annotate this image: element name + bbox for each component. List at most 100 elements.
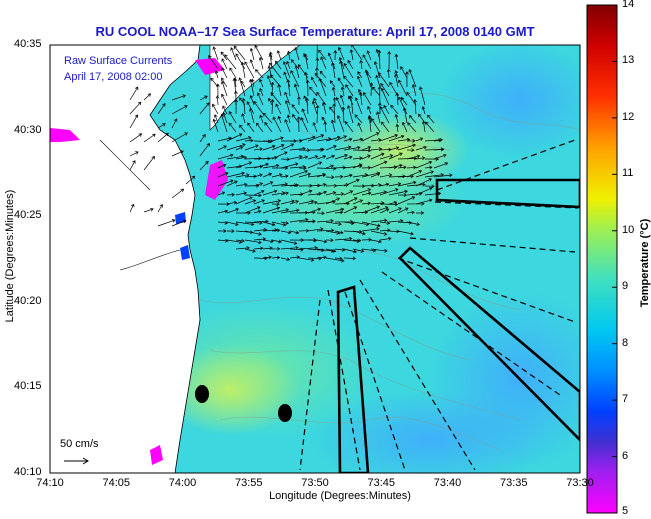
current-vector xyxy=(357,71,363,79)
current-vector xyxy=(352,199,364,205)
current-vector xyxy=(334,174,344,179)
plot-frame xyxy=(49,44,581,474)
current-vector xyxy=(361,145,372,151)
current-vector xyxy=(217,172,229,178)
current-vector xyxy=(375,74,381,88)
current-vector xyxy=(388,163,403,169)
current-vector xyxy=(244,199,257,205)
current-vector xyxy=(301,108,309,124)
current-vector xyxy=(343,137,353,142)
current-vector xyxy=(217,220,229,225)
current-vector xyxy=(316,45,318,61)
current-vector xyxy=(271,228,281,233)
colorbar-tick-label: 8 xyxy=(622,336,629,349)
current-vector xyxy=(338,57,345,70)
current-vector xyxy=(276,50,282,61)
current-vector xyxy=(415,170,434,178)
current-vector xyxy=(415,160,433,169)
current-vector xyxy=(262,246,273,251)
current-vector xyxy=(405,71,409,88)
current-vector xyxy=(307,227,324,232)
current-vector xyxy=(370,147,383,151)
mooring-marker xyxy=(195,385,209,403)
current-vector xyxy=(238,77,246,97)
current-vector xyxy=(258,56,264,70)
current-vector xyxy=(406,210,415,215)
current-vector xyxy=(264,121,273,133)
current-vector xyxy=(367,105,372,115)
current-vector xyxy=(271,173,283,178)
current-vector xyxy=(280,191,289,196)
current-vector xyxy=(253,189,265,196)
current-vector xyxy=(217,163,227,169)
current-vector xyxy=(387,51,392,70)
current-vector xyxy=(253,173,263,178)
current-vector xyxy=(171,188,185,199)
current-vector xyxy=(291,104,300,115)
current-vector xyxy=(424,184,435,189)
current-vector xyxy=(258,78,264,88)
current-vector xyxy=(321,102,327,115)
colorbar-tick-label: 5 xyxy=(622,505,629,517)
current-vector xyxy=(388,229,400,234)
current-vector xyxy=(217,191,226,196)
current-vector xyxy=(262,206,281,214)
current-vector xyxy=(316,190,328,196)
current-vector xyxy=(395,123,400,133)
current-vector xyxy=(249,47,255,61)
current-vector xyxy=(294,65,300,79)
current-vector xyxy=(330,62,336,79)
current-vector xyxy=(286,50,291,61)
current-vector xyxy=(347,59,354,70)
current-vector xyxy=(361,132,380,142)
current-vector xyxy=(269,62,282,79)
current-vector xyxy=(235,136,252,142)
current-vector xyxy=(280,221,289,225)
current-vector xyxy=(370,152,385,160)
current-vector xyxy=(228,122,237,133)
current-vector xyxy=(388,134,405,142)
current-vector xyxy=(366,50,372,61)
current-vector xyxy=(325,221,342,226)
colorbar-label: Temperature (°C) xyxy=(639,218,651,308)
current-vector xyxy=(369,82,374,97)
x-tick-label: 73:55 xyxy=(234,477,263,489)
y-tick-label: 40:35 xyxy=(14,38,42,50)
current-vector xyxy=(406,182,426,187)
current-vector xyxy=(220,113,228,133)
current-vector xyxy=(171,132,188,143)
current-vector xyxy=(361,154,371,160)
current-vector xyxy=(379,154,394,160)
current-vector xyxy=(352,137,364,142)
current-vector xyxy=(334,192,345,196)
current-vector xyxy=(316,218,334,223)
current-vector xyxy=(129,101,142,115)
x-tick-label: 73:35 xyxy=(499,477,528,489)
current-vector xyxy=(129,160,136,171)
current-vector xyxy=(217,153,234,160)
current-vector xyxy=(305,97,309,115)
current-vector xyxy=(241,113,246,124)
current-vector xyxy=(388,207,402,214)
current-vector xyxy=(268,97,273,106)
current-vector xyxy=(297,96,301,106)
current-vector xyxy=(214,70,219,79)
current-vector xyxy=(222,105,228,115)
y-tick-label: 40:25 xyxy=(14,209,42,222)
current-vector xyxy=(217,209,229,214)
current-vector xyxy=(234,98,238,115)
current-vector xyxy=(316,173,326,178)
current-vector xyxy=(280,199,295,205)
current-vector xyxy=(395,92,400,106)
current-vector xyxy=(408,68,417,88)
current-vector xyxy=(226,133,243,142)
current-vector xyxy=(361,205,381,214)
current-vector xyxy=(406,138,416,143)
current-vector xyxy=(235,146,244,151)
current-vector xyxy=(349,95,354,115)
current-vector xyxy=(262,221,276,227)
current-vector xyxy=(253,162,269,169)
current-vector xyxy=(221,67,228,79)
current-vector xyxy=(244,239,262,245)
current-vector xyxy=(268,51,273,61)
